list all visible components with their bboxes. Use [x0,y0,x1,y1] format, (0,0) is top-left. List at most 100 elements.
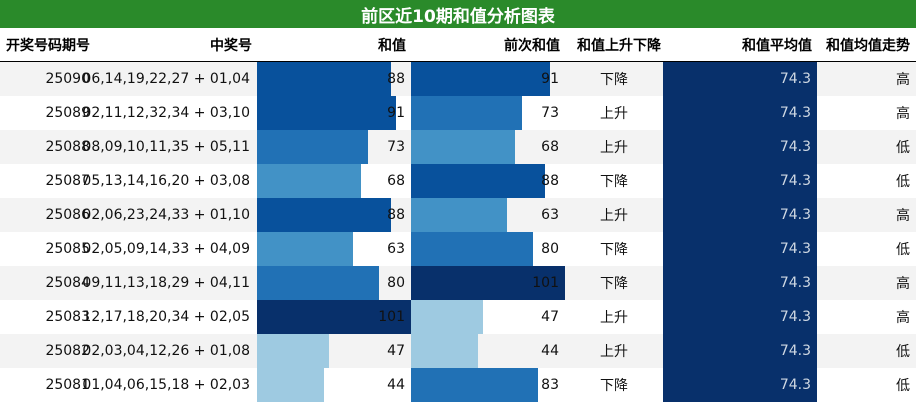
trend-cell: 高 [896,106,910,122]
avg-cell: 74.3 [779,241,811,257]
sum-cell: 63 [387,241,405,257]
numbers-cell: 02,05,09,14,33 + 04,09 [82,241,250,257]
prev-sum-cell: 47 [541,309,559,325]
prev-sum-bar [411,232,533,266]
header-sum: 和值 [378,38,406,54]
prev-sum-bar [411,130,515,164]
sum-bar [257,130,368,164]
avg-cell: 74.3 [779,105,811,121]
numbers-cell: 02,11,12,32,34 + 03,10 [82,105,250,121]
prev-sum-bar [411,164,545,198]
issue-cell: 25081 [45,377,90,393]
issue-cell: 25089 [45,105,90,121]
prev-sum-bar [411,198,507,232]
avg-fill [663,368,817,402]
avg-cell: 74.3 [779,173,811,189]
prev-sum-bar [411,334,478,368]
avg-fill [663,198,817,232]
trend-cell: 低 [896,174,910,190]
sum-cell: 88 [387,207,405,223]
sum-bar [257,368,324,402]
numbers-cell: 01,04,06,15,18 + 02,03 [82,377,250,393]
change-cell: 上升 [600,106,628,122]
avg-fill [663,130,817,164]
avg-fill [663,62,817,96]
issue-cell: 25087 [45,173,90,189]
numbers-cell: 05,13,14,16,20 + 03,08 [82,173,250,189]
change-cell: 下降 [600,378,628,394]
header-trend: 和值均值走势 [826,38,910,54]
issue-cell: 25083 [45,309,90,325]
avg-cell: 74.3 [779,343,811,359]
numbers-cell: 06,14,19,22,27 + 01,04 [82,71,250,87]
prev-sum-bar [411,62,550,96]
sum-cell: 101 [378,309,405,325]
prev-sum-cell: 88 [541,173,559,189]
sum-bar [257,62,391,96]
prev-sum-cell: 101 [532,275,559,291]
sum-cell: 47 [387,343,405,359]
sum-cell: 91 [387,105,405,121]
change-cell: 下降 [600,242,628,258]
prev-sum-bar [411,96,522,130]
change-cell: 上升 [600,140,628,156]
avg-fill [663,266,817,300]
avg-cell: 74.3 [779,377,811,393]
avg-cell: 74.3 [779,309,811,325]
sum-cell: 44 [387,377,405,393]
header-divider [0,61,916,62]
prev-sum-cell: 73 [541,105,559,121]
change-cell: 上升 [600,310,628,326]
avg-cell: 74.3 [779,71,811,87]
header-change: 和值上升下降 [577,38,661,54]
sum-cell: 68 [387,173,405,189]
sum-bar [257,334,329,368]
numbers-cell: 12,17,18,20,34 + 02,05 [82,309,250,325]
trend-cell: 低 [896,378,910,394]
issue-cell: 25086 [45,207,90,223]
prev-sum-bar [411,368,538,402]
numbers-cell: 09,11,13,18,29 + 04,11 [82,275,250,291]
prev-sum-cell: 91 [541,71,559,87]
sum-bar [257,96,396,130]
prev-sum-cell: 83 [541,377,559,393]
prev-sum-cell: 68 [541,139,559,155]
prev-sum-cell: 80 [541,241,559,257]
sum-bar [257,198,391,232]
sum-cell: 88 [387,71,405,87]
issue-cell: 25088 [45,139,90,155]
page-title: 前区近10期和值分析图表 [0,0,916,28]
trend-cell: 高 [896,72,910,88]
trend-cell: 低 [896,140,910,156]
trend-cell: 高 [896,208,910,224]
sum-bar [257,164,361,198]
header-numbers: 中奖号 [210,38,252,54]
avg-fill [663,300,817,334]
prev-sum-cell: 63 [541,207,559,223]
sum-bar [257,300,411,334]
issue-cell: 25084 [45,275,90,291]
avg-fill [663,96,817,130]
change-cell: 下降 [600,72,628,88]
sum-cell: 73 [387,139,405,155]
issue-cell: 25090 [45,71,90,87]
header-prev-sum: 前次和值 [504,38,560,54]
change-cell: 上升 [600,344,628,360]
sum-bar [257,266,379,300]
trend-cell: 低 [896,344,910,360]
prev-sum-bar [411,266,565,300]
prev-sum-cell: 44 [541,343,559,359]
avg-cell: 74.3 [779,139,811,155]
numbers-cell: 02,03,04,12,26 + 01,08 [82,343,250,359]
trend-cell: 高 [896,310,910,326]
avg-cell: 74.3 [779,275,811,291]
prev-sum-bar [411,300,483,334]
header-issue: 开奖号码期号 [6,38,90,54]
header-avg: 和值平均值 [742,38,812,54]
avg-fill [663,232,817,266]
sum-bar [257,232,353,266]
sum-cell: 80 [387,275,405,291]
avg-cell: 74.3 [779,207,811,223]
change-cell: 上升 [600,208,628,224]
issue-cell: 25082 [45,343,90,359]
